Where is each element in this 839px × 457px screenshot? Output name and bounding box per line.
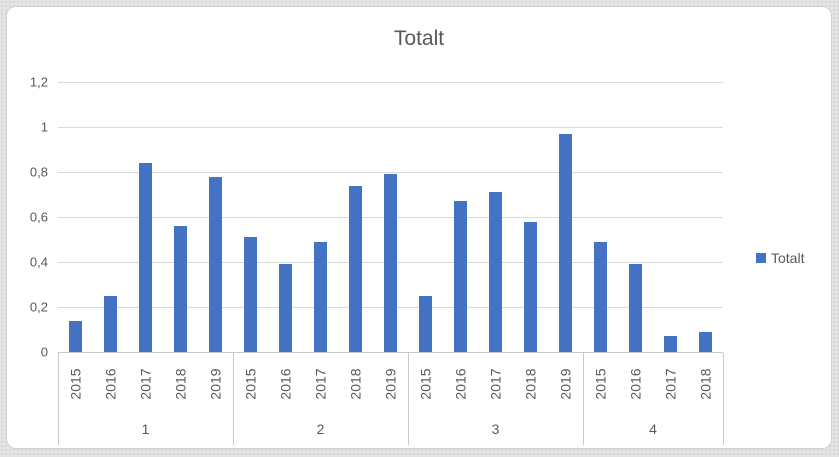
x-tick-label: 2016 bbox=[627, 368, 644, 400]
x-tick-label: 2015 bbox=[242, 368, 259, 400]
bar[interactable] bbox=[489, 192, 502, 352]
gridline bbox=[58, 82, 723, 83]
axis-separator bbox=[583, 353, 584, 445]
x-tick-label: 2015 bbox=[417, 368, 434, 400]
gridline bbox=[58, 172, 723, 173]
axis-separator bbox=[233, 353, 234, 445]
bar[interactable] bbox=[69, 320, 82, 352]
x-tick-label: 2018 bbox=[172, 368, 189, 400]
legend-marker-icon bbox=[756, 253, 766, 263]
y-tick-label: 0 bbox=[40, 344, 48, 360]
chart-title[interactable]: Totalt bbox=[393, 27, 445, 50]
y-tick-label: 1,2 bbox=[29, 74, 48, 90]
x-tick-label: 2018 bbox=[347, 368, 364, 400]
bar[interactable] bbox=[559, 133, 572, 352]
x-tick-label: 2017 bbox=[662, 368, 679, 400]
legend-label: Totalt bbox=[771, 250, 805, 266]
gridline bbox=[58, 127, 723, 128]
axis-separator bbox=[723, 353, 724, 445]
y-tick-label: 0,8 bbox=[29, 164, 48, 180]
x-tick-label: 2016 bbox=[277, 368, 294, 400]
x-tick-label: 2016 bbox=[452, 368, 469, 400]
bar[interactable] bbox=[174, 226, 187, 352]
x-tick-label: 2017 bbox=[137, 368, 154, 400]
x-group-label: 1 bbox=[141, 421, 150, 437]
bar[interactable] bbox=[629, 264, 642, 352]
bar[interactable] bbox=[314, 241, 327, 352]
x-tick-label: 2018 bbox=[697, 368, 714, 400]
chart-card[interactable]: Totalt 0 0,2 0,4 0,6 0,8 1 1,2 2015 2016 2017 201… bbox=[6, 6, 832, 449]
y-tick-label: 0,6 bbox=[29, 209, 48, 225]
bar[interactable] bbox=[594, 241, 607, 352]
x-tick-label: 2019 bbox=[557, 368, 574, 400]
x-tick-label: 2017 bbox=[487, 368, 504, 400]
bar[interactable] bbox=[384, 174, 397, 352]
legend[interactable]: Totalt bbox=[756, 250, 804, 266]
x-tick-label: 2015 bbox=[67, 368, 84, 400]
bar[interactable] bbox=[104, 295, 117, 352]
bar[interactable] bbox=[279, 264, 292, 352]
x-group-label: 2 bbox=[316, 421, 325, 437]
x-group-label: 4 bbox=[649, 421, 657, 437]
y-tick-label: 1 bbox=[40, 119, 48, 135]
y-axis-labels[interactable]: 0 0,2 0,4 0,6 0,8 1 1,2 bbox=[7, 7, 48, 448]
x-tick-label: 2016 bbox=[102, 368, 119, 400]
x-group-label: 3 bbox=[491, 421, 500, 437]
axis-separator bbox=[58, 353, 59, 445]
x-tick-label: 2019 bbox=[207, 368, 224, 400]
bar[interactable] bbox=[349, 185, 362, 352]
bar[interactable] bbox=[664, 336, 677, 352]
bar[interactable] bbox=[209, 176, 222, 352]
bar[interactable] bbox=[454, 201, 467, 352]
x-tick-label: 2015 bbox=[592, 368, 609, 400]
x-tick-label: 2019 bbox=[382, 368, 399, 400]
bar[interactable] bbox=[244, 237, 257, 352]
bar[interactable] bbox=[139, 163, 152, 352]
bar[interactable] bbox=[524, 221, 537, 352]
y-tick-label: 0,4 bbox=[29, 254, 48, 270]
x-axis-labels[interactable]: 2015 2016 2017 2018 2019 1 2015 2016 2017 2018 201… bbox=[58, 352, 724, 451]
x-tick-label: 2018 bbox=[522, 368, 539, 400]
x-tick-label: 2017 bbox=[312, 368, 329, 400]
axis-separator bbox=[408, 353, 409, 445]
plot-area[interactable] bbox=[58, 82, 723, 352]
y-tick-label: 0,2 bbox=[29, 299, 48, 315]
bar[interactable] bbox=[419, 295, 432, 352]
bar[interactable] bbox=[699, 331, 712, 352]
